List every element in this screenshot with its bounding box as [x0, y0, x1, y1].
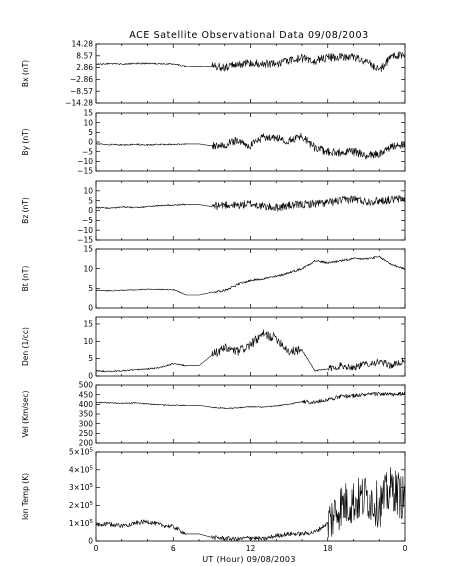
y-tick-label: 0: [88, 304, 93, 313]
y-tick-label: 250: [79, 429, 94, 438]
y-axis-label: Bt (nT): [21, 266, 30, 292]
y-tick-label: 15: [83, 320, 93, 329]
panel-frame: [96, 113, 405, 171]
x-tick-label: 18: [323, 544, 333, 553]
y-tick-label: 5: [88, 128, 93, 137]
series-line-by-nt: [96, 133, 405, 159]
y-tick-label: 0: [88, 372, 93, 381]
y-tick-label: 200: [79, 439, 94, 448]
y-tick-label: −14.28: [65, 99, 93, 108]
y-tick-label: −10: [77, 226, 93, 235]
y-tick-label: 5: [88, 284, 93, 293]
y-tick-label: 14.28: [72, 40, 94, 49]
y-axis-label: Ion Temp (K): [21, 473, 30, 520]
panel-frame: [96, 249, 405, 308]
y-axis-label: Den (1/cc): [21, 327, 30, 366]
y-tick-label: 300: [79, 419, 94, 428]
y-axis-label: Bz (nT): [21, 197, 30, 224]
y-tick-label: 10: [83, 118, 93, 127]
series-line-den-1-cc: [96, 330, 405, 372]
y-tick-label: 3×105: [69, 483, 94, 492]
panel-den-1-cc: 15 10 5 0 Den (1/cc): [21, 317, 405, 381]
y-tick-label: −5: [82, 147, 93, 156]
series-line-bt-nt: [96, 256, 405, 295]
y-tick-label: 400: [79, 400, 94, 409]
y-axis-label: By (nT): [21, 128, 30, 155]
y-tick-label: 450: [79, 390, 94, 399]
y-tick-label: 0: [88, 138, 93, 147]
y-tick-label: 15: [83, 109, 93, 118]
panel-frame: [96, 385, 405, 443]
series-line-ion-temp-k: [96, 467, 405, 541]
y-tick-label: −2.86: [70, 75, 93, 84]
y-tick-label: 5×105: [69, 448, 94, 457]
y-axis-label: Vel (Km/sec): [21, 390, 30, 437]
y-tick-label: 4×105: [69, 465, 94, 474]
chart-title: ACE Satellite Observational Data 09/08/2…: [129, 30, 369, 41]
y-tick-label: −15: [77, 167, 93, 176]
panel-frame: [96, 317, 405, 376]
x-axis-label: UT (Hour) 09/08/2003: [202, 555, 295, 564]
y-tick-label: 350: [79, 410, 94, 419]
x-axis: 0 6 12 18 0: [94, 544, 408, 553]
y-tick-label: −10: [77, 157, 93, 166]
y-tick-label: 1×105: [69, 519, 94, 528]
series-line-bx-nt: [96, 52, 405, 72]
y-tick-label: 8.57: [76, 51, 93, 60]
panel-bt-nt: 15 10 5 0 Bt (nT): [21, 245, 405, 313]
panel-bx-nt: 14.28 8.57 2.86 −2.86 −8.57 −14.28 Bx (nT): [21, 40, 405, 108]
y-tick-label: 0: [88, 206, 93, 215]
series-line-bz-nt: [96, 196, 405, 212]
panel-frame: [96, 44, 405, 103]
x-tick-label: 0: [94, 544, 99, 553]
y-tick-label: 0: [88, 537, 93, 546]
y-tick-label: 5: [88, 196, 93, 205]
y-tick-label: −8.57: [70, 87, 93, 96]
panel-ion-temp-k: 5×105 4×105 3×105 2×105 1×105 0 Ion Temp (K): [21, 448, 405, 546]
x-tick-label: 0: [403, 544, 408, 553]
y-tick-label: 10: [83, 264, 93, 273]
y-tick-label: −15: [77, 236, 93, 245]
y-tick-label: −5: [82, 216, 93, 225]
y-tick-label: 500: [79, 381, 94, 390]
y-tick-label: 2×105: [69, 501, 94, 510]
y-tick-label: 10: [83, 337, 93, 346]
y-axis-label: Bx (nT): [21, 60, 30, 87]
panel-frame: [96, 181, 405, 240]
y-tick-label: 5: [88, 354, 93, 363]
x-tick-label: 12: [246, 544, 256, 553]
y-tick-label: 15: [83, 245, 93, 254]
x-tick-label: 6: [171, 544, 176, 553]
y-tick-label: 2.86: [76, 63, 93, 72]
y-tick-label: 10: [83, 186, 93, 195]
series-line-vel-km-sec: [96, 392, 405, 409]
